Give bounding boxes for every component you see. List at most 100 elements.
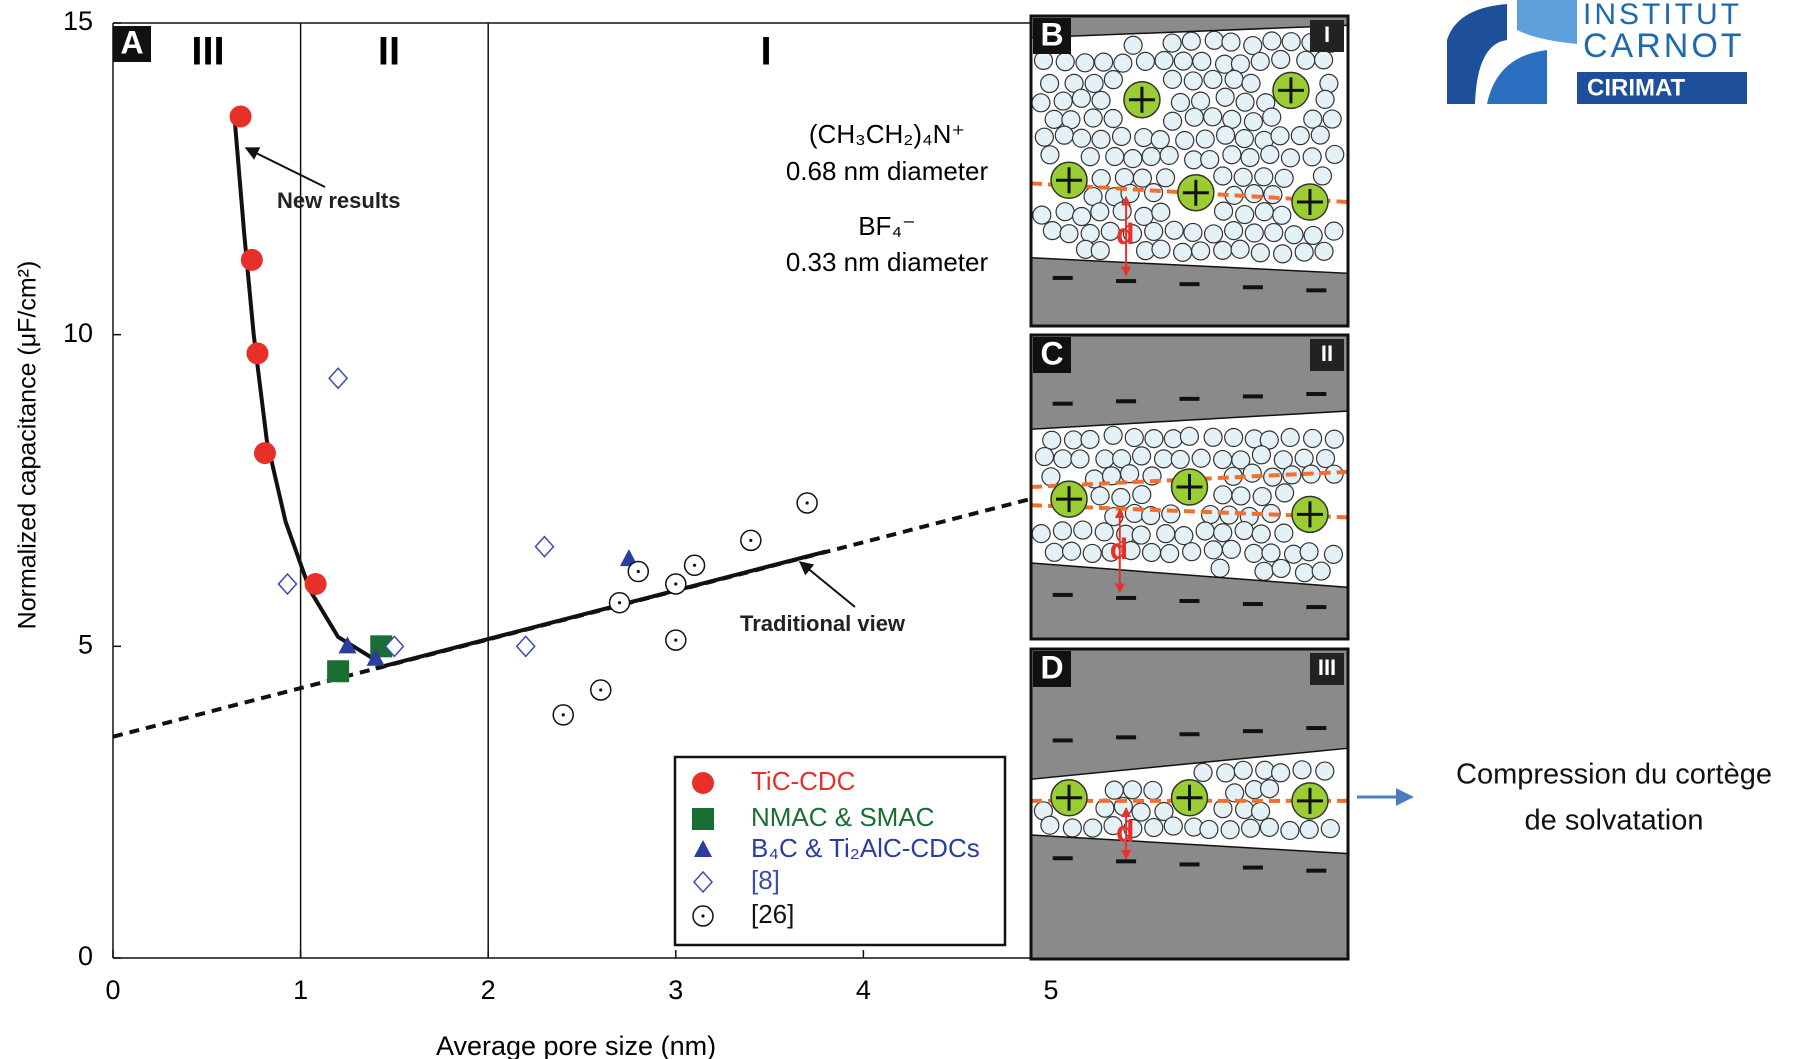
solvent	[1294, 448, 1314, 468]
region-label: III	[191, 30, 224, 74]
solvent	[1303, 109, 1323, 129]
solvent	[1082, 543, 1102, 564]
region-label: II	[378, 30, 400, 74]
solvent	[1144, 817, 1164, 838]
solvent	[1243, 112, 1264, 132]
plus	[1128, 86, 1155, 113]
solvent	[1272, 244, 1293, 264]
legend-label: NMAC & SMAC	[751, 802, 934, 832]
regime-label: III	[1318, 655, 1336, 680]
ion-info: (CH₃CH₂)₄N⁺	[809, 119, 965, 149]
regime-label: II	[1321, 341, 1333, 366]
solvent	[1135, 51, 1156, 71]
solvent	[1155, 168, 1176, 188]
point	[304, 573, 327, 595]
solvent	[1073, 520, 1093, 540]
solvent	[1173, 51, 1193, 71]
point	[253, 442, 276, 465]
solvent	[1191, 241, 1211, 261]
solvent	[1156, 524, 1176, 544]
panel-frame	[1029, 647, 1350, 961]
solvent	[1292, 760, 1312, 780]
x-tick-label: 3	[668, 975, 683, 1005]
solvent	[1044, 542, 1064, 562]
solvent	[1153, 449, 1174, 469]
solvent	[1311, 561, 1331, 581]
solvent	[1213, 449, 1233, 470]
solvent	[1083, 108, 1103, 128]
point	[665, 573, 687, 595]
solvent	[1159, 145, 1179, 165]
solvent	[1055, 202, 1075, 222]
logo-band	[1577, 72, 1747, 104]
solvent	[1141, 146, 1161, 167]
panel: d B I	[1029, 14, 1350, 328]
solvent	[1312, 166, 1333, 186]
solvent	[1240, 148, 1260, 168]
solvent	[1244, 543, 1264, 563]
solvent	[1174, 526, 1194, 546]
point-dot	[692, 563, 697, 567]
point-dot	[636, 569, 640, 574]
solvent	[1260, 144, 1280, 165]
point	[619, 549, 638, 567]
y-axis-label: Normalized capacitance (μF/cm²)	[14, 261, 42, 630]
solvent	[1213, 485, 1233, 505]
solvent	[1151, 239, 1171, 259]
logo-shape	[1517, 0, 1577, 44]
x-tick-label: 0	[105, 975, 120, 1005]
solvent	[1170, 92, 1191, 113]
solvent	[1200, 504, 1221, 525]
solvent	[1324, 221, 1344, 241]
solvent	[1122, 780, 1143, 800]
solvent	[1132, 484, 1152, 505]
solvent	[1274, 523, 1294, 543]
solvent	[1175, 130, 1195, 151]
charge	[1052, 275, 1073, 280]
charge	[1306, 726, 1327, 731]
point	[608, 591, 631, 614]
plus	[1296, 787, 1323, 814]
solvent	[1120, 464, 1140, 484]
solvent	[1062, 818, 1082, 838]
solvent	[1103, 425, 1123, 445]
solvent	[1163, 816, 1183, 836]
solvent	[1231, 486, 1251, 506]
solvent	[1302, 147, 1322, 167]
panel-label: C	[1040, 335, 1063, 371]
distance-label: d	[1116, 218, 1134, 251]
charge	[1179, 396, 1200, 401]
point	[534, 535, 555, 558]
panel-frame	[1029, 14, 1350, 328]
solvent	[1059, 224, 1079, 244]
point	[627, 560, 650, 583]
solvent	[1254, 167, 1274, 187]
solvent	[1271, 558, 1291, 579]
y-tick-label: 10	[63, 318, 93, 348]
solvent	[1254, 561, 1274, 581]
logo-text: CIRIMAT	[1587, 74, 1686, 101]
solvent	[1254, 202, 1274, 222]
plus	[1056, 167, 1083, 194]
annotation-arrow	[244, 147, 326, 188]
solvent	[1103, 108, 1123, 129]
solvent	[1063, 430, 1084, 450]
solvent	[1235, 799, 1255, 820]
ion-info: 0.68 nm diameter	[786, 156, 989, 186]
point-dot	[674, 638, 678, 642]
solvent	[1250, 51, 1270, 72]
solvent	[1091, 129, 1111, 149]
point	[796, 492, 818, 514]
solvent	[1290, 126, 1310, 146]
solvent	[1200, 149, 1220, 170]
solvent	[1240, 818, 1261, 838]
solvent	[1241, 73, 1261, 93]
charge	[1116, 595, 1137, 600]
panel-label-box	[1033, 337, 1071, 373]
y-tick-label: 0	[78, 941, 93, 971]
solvent	[1131, 802, 1151, 822]
solvent	[1143, 780, 1163, 801]
solvent	[1252, 486, 1272, 507]
solvent	[1192, 51, 1212, 71]
solvent	[1280, 148, 1301, 168]
